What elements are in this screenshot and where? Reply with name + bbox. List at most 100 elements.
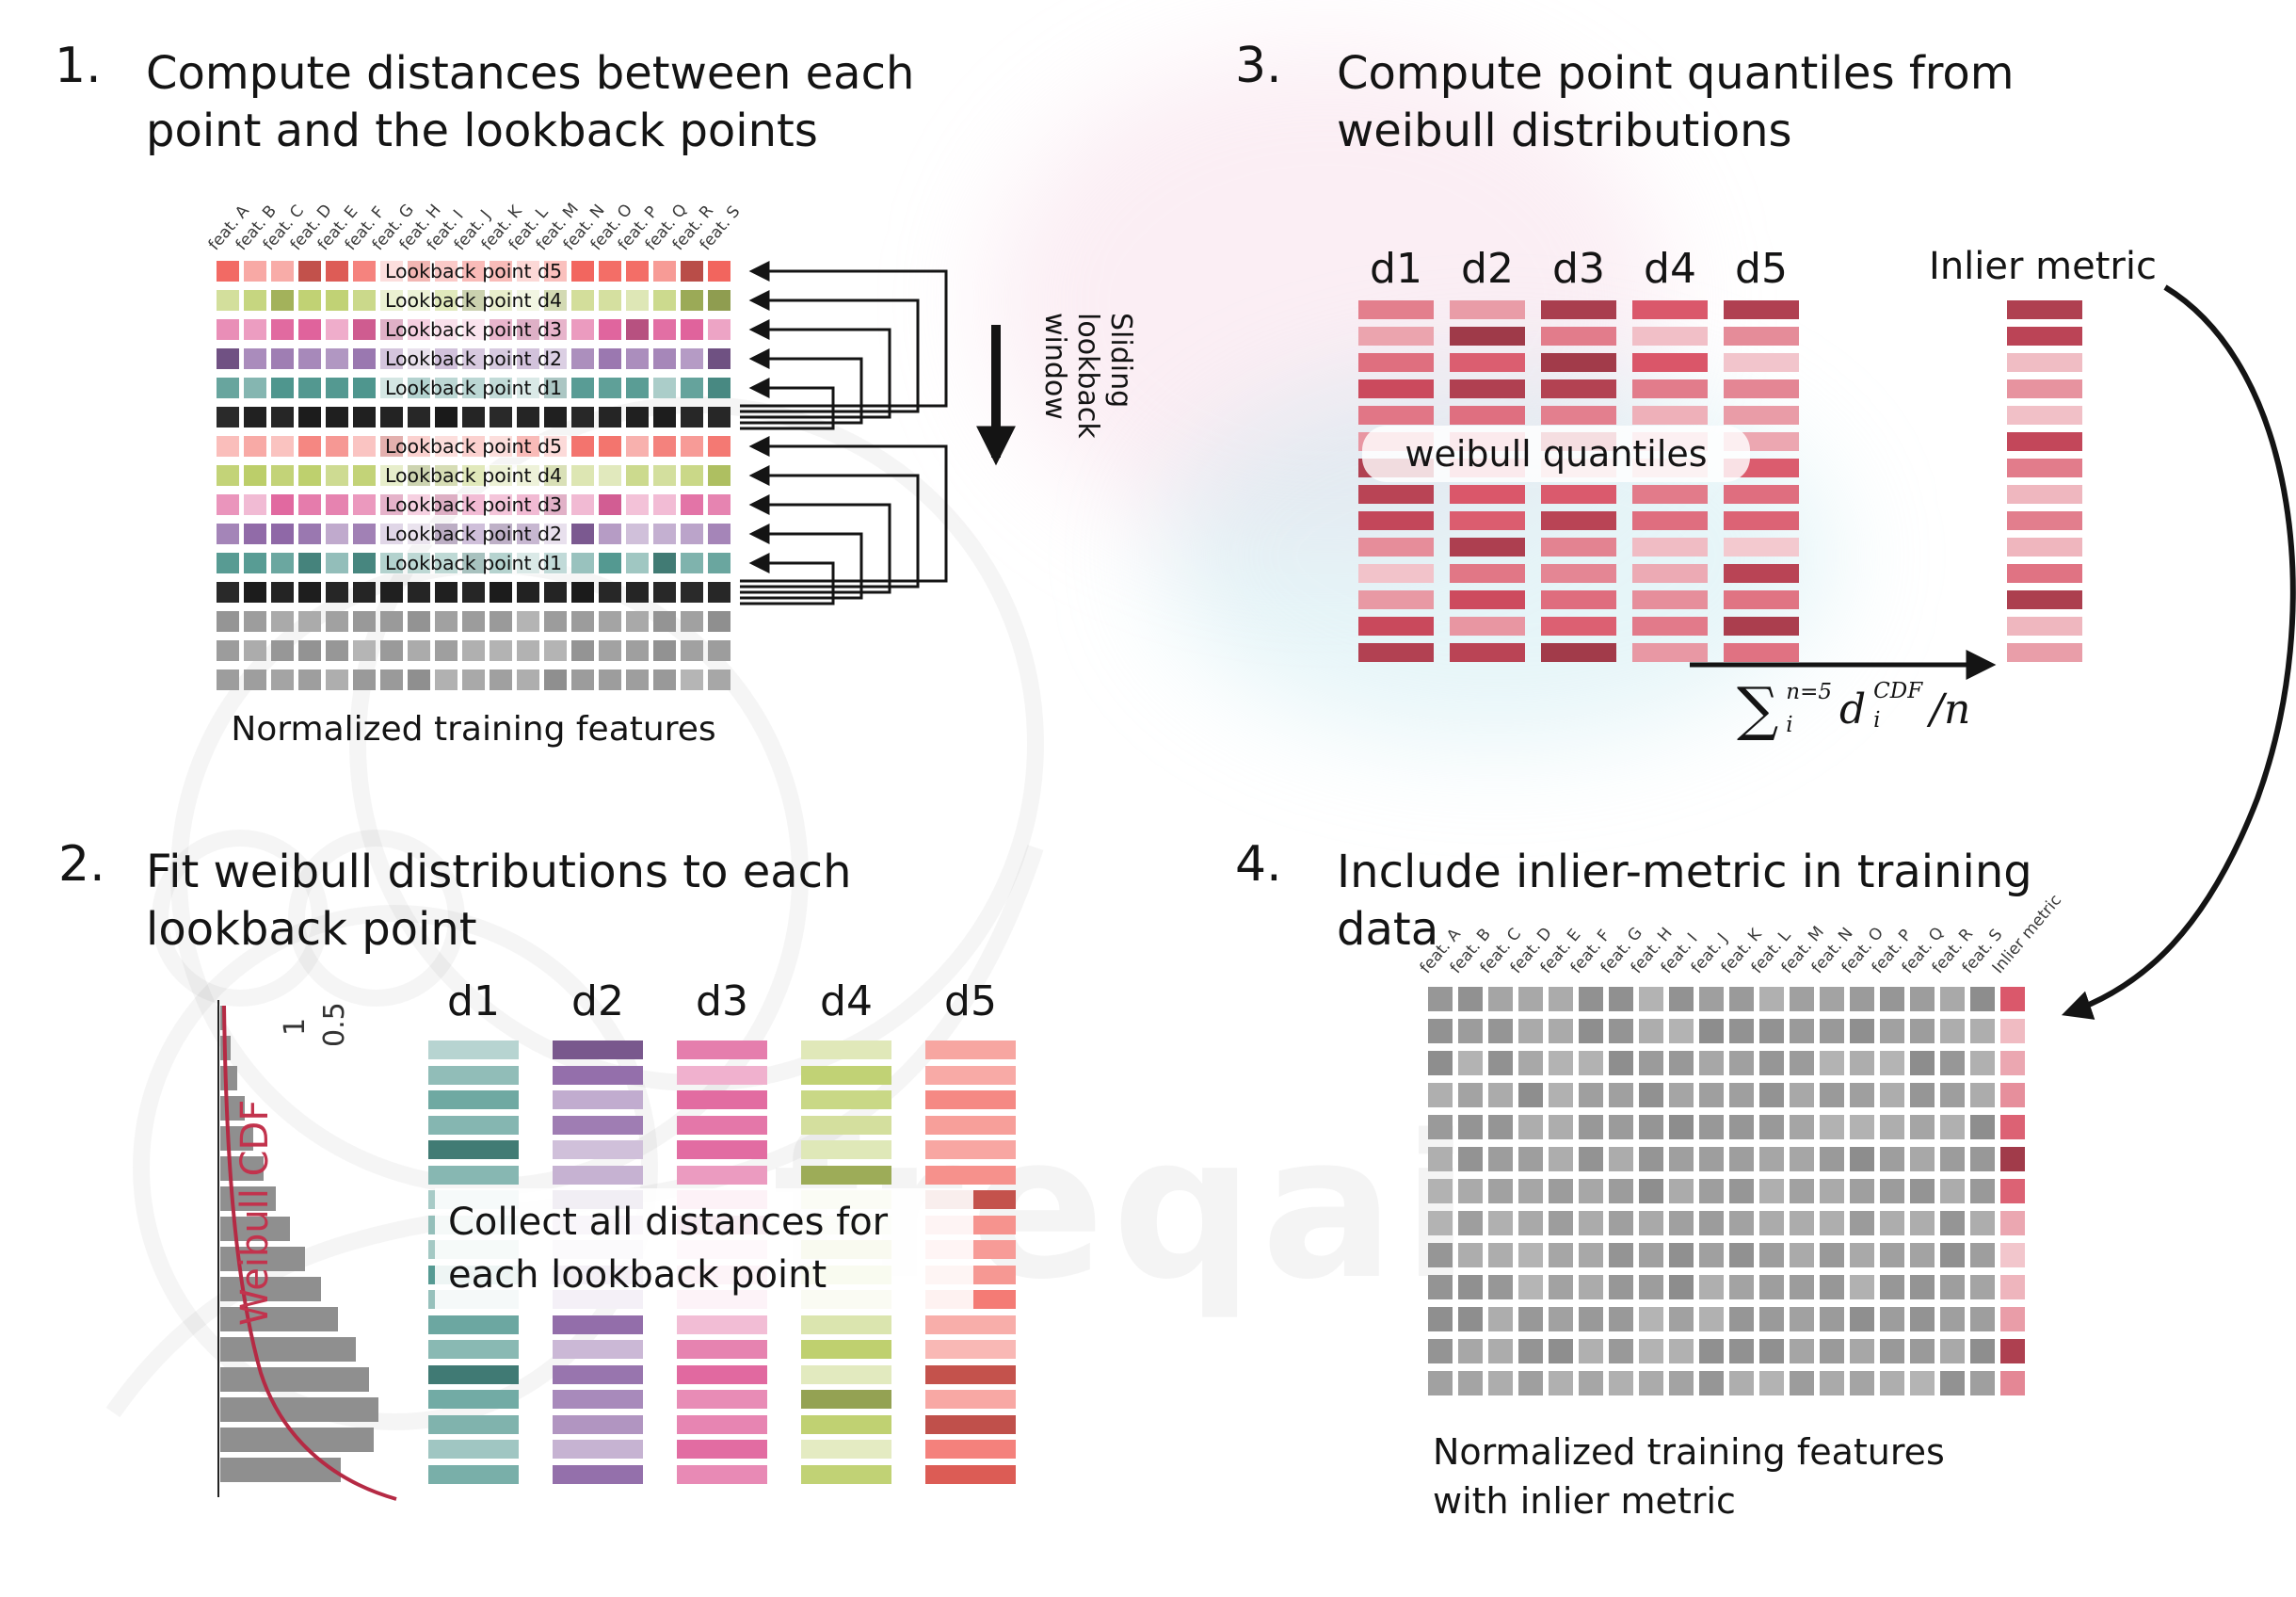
- feature-cell: [1579, 1147, 1603, 1171]
- feature-cell: [380, 611, 403, 632]
- distance-bar: [925, 1140, 1016, 1159]
- feature-cell: [1910, 1275, 1935, 1299]
- quantile-column-d1: [1358, 300, 1434, 669]
- feature-cell: [626, 640, 649, 661]
- feature-cell: [298, 640, 321, 661]
- feature-cell: [326, 582, 348, 603]
- feature-cell: [1850, 1275, 1874, 1299]
- feature-cell: [653, 494, 676, 515]
- feature-cell: [599, 407, 621, 427]
- distance-bar: [553, 1065, 643, 1085]
- distance-bar: [677, 1340, 767, 1359]
- distance-bar: [801, 1315, 891, 1334]
- distance-bar: [925, 1315, 1016, 1334]
- feature-cell: [1518, 1307, 1543, 1331]
- feature-cell: [326, 261, 348, 282]
- feature-cell: [1910, 1243, 1935, 1267]
- feature-cell: [1790, 1243, 1814, 1267]
- feature-cell: [1579, 1051, 1603, 1075]
- feature-cell: [571, 261, 594, 282]
- step-4-title: Include inlier-metric in training data: [1337, 844, 2032, 959]
- inlier-cell: [2000, 1147, 2025, 1171]
- quantile-bar: [1541, 327, 1616, 346]
- feature-cell: [1759, 1339, 1784, 1363]
- feature-cell: [1458, 987, 1483, 1011]
- feature-cell: [244, 465, 266, 486]
- inlier-metric-bar: [2007, 432, 2082, 451]
- feature-cell: [571, 465, 594, 486]
- feature-cell: [353, 553, 376, 573]
- quantile-column-label: d2: [1461, 245, 1514, 293]
- feature-cell: [1940, 1339, 1965, 1363]
- feature-cell: [1639, 1275, 1663, 1299]
- feature-cell: [1549, 1115, 1573, 1139]
- feature-cell: [1699, 1115, 1724, 1139]
- quantile-bar: [1358, 564, 1434, 583]
- feature-cell: [1850, 1083, 1874, 1107]
- quantile-bar: [1358, 617, 1434, 636]
- quantile-bar: [1450, 327, 1525, 346]
- feature-cell: [681, 669, 703, 690]
- feature-cell: [1970, 987, 1995, 1011]
- training-row: [1428, 1275, 2031, 1307]
- step-1-number: 1.: [55, 38, 102, 94]
- inlier-metric-bar: [2007, 379, 2082, 398]
- quantile-column-d2: [1450, 300, 1525, 669]
- lookback-row-label: Lookback point d4: [375, 464, 572, 487]
- feature-cell: [1549, 1275, 1573, 1299]
- feature-cell: [1880, 1275, 1904, 1299]
- feature-cell: [1609, 987, 1633, 1011]
- inlier-metric-bar: [2007, 511, 2082, 530]
- feature-cell: [217, 524, 239, 544]
- feature-cell: [1880, 1211, 1904, 1235]
- distance-bar: [553, 1440, 643, 1459]
- feature-cell: [1970, 1147, 1995, 1171]
- quantile-bar: [1541, 379, 1616, 398]
- feature-cell: [1759, 1211, 1784, 1235]
- feature-cell: [653, 348, 676, 369]
- feature-cell: [298, 553, 321, 573]
- feature-row-purple: Lookback point d2: [217, 347, 731, 370]
- distance-bar: [801, 1340, 891, 1359]
- quantile-column-d5: [1724, 300, 1799, 669]
- feature-cell: [435, 582, 458, 603]
- feature-cell: [571, 290, 594, 311]
- feature-cell: [1820, 1019, 1844, 1043]
- feature-cell: [626, 669, 649, 690]
- feature-cell: [1609, 1243, 1633, 1267]
- feature-cell: [1428, 1115, 1453, 1139]
- feature-cell: [353, 407, 376, 427]
- feature-cell: [626, 582, 649, 603]
- distance-bar: [801, 1440, 891, 1459]
- feature-cell: [1579, 1115, 1603, 1139]
- quantile-bar: [1724, 485, 1799, 504]
- feature-cell: [571, 436, 594, 457]
- feature-cell: [326, 348, 348, 369]
- quantile-bar: [1632, 590, 1708, 609]
- feature-cell: [1669, 1083, 1694, 1107]
- feature-cell: [1639, 1051, 1663, 1075]
- quantile-bar: [1632, 485, 1708, 504]
- feature-cell: [1759, 1371, 1784, 1395]
- distance-bar: [925, 1414, 1016, 1434]
- feature-cell: [1790, 1275, 1814, 1299]
- feature-cell: [1790, 1051, 1814, 1075]
- feature-row-teal: Lookback point d1: [217, 552, 731, 574]
- distance-bar: [925, 1065, 1016, 1085]
- feature-cell: [1729, 1083, 1754, 1107]
- feature-cell: [408, 669, 430, 690]
- feature-cell: [1699, 1179, 1724, 1203]
- quantile-bar: [1358, 590, 1434, 609]
- feature-cell: [1880, 1115, 1904, 1139]
- feature-cell: [1609, 1083, 1633, 1107]
- training-row: [1428, 1147, 2031, 1179]
- feature-cell: [1458, 1115, 1483, 1139]
- feature-cell: [1759, 1179, 1784, 1203]
- distance-bar: [925, 1115, 1016, 1135]
- feature-cell: [1790, 1019, 1814, 1043]
- feature-cell: [1488, 1211, 1513, 1235]
- feature-cell: [1729, 1019, 1754, 1043]
- feature-cell: [326, 436, 348, 457]
- feature-cell: [1759, 987, 1784, 1011]
- quantile-bar: [1632, 327, 1708, 346]
